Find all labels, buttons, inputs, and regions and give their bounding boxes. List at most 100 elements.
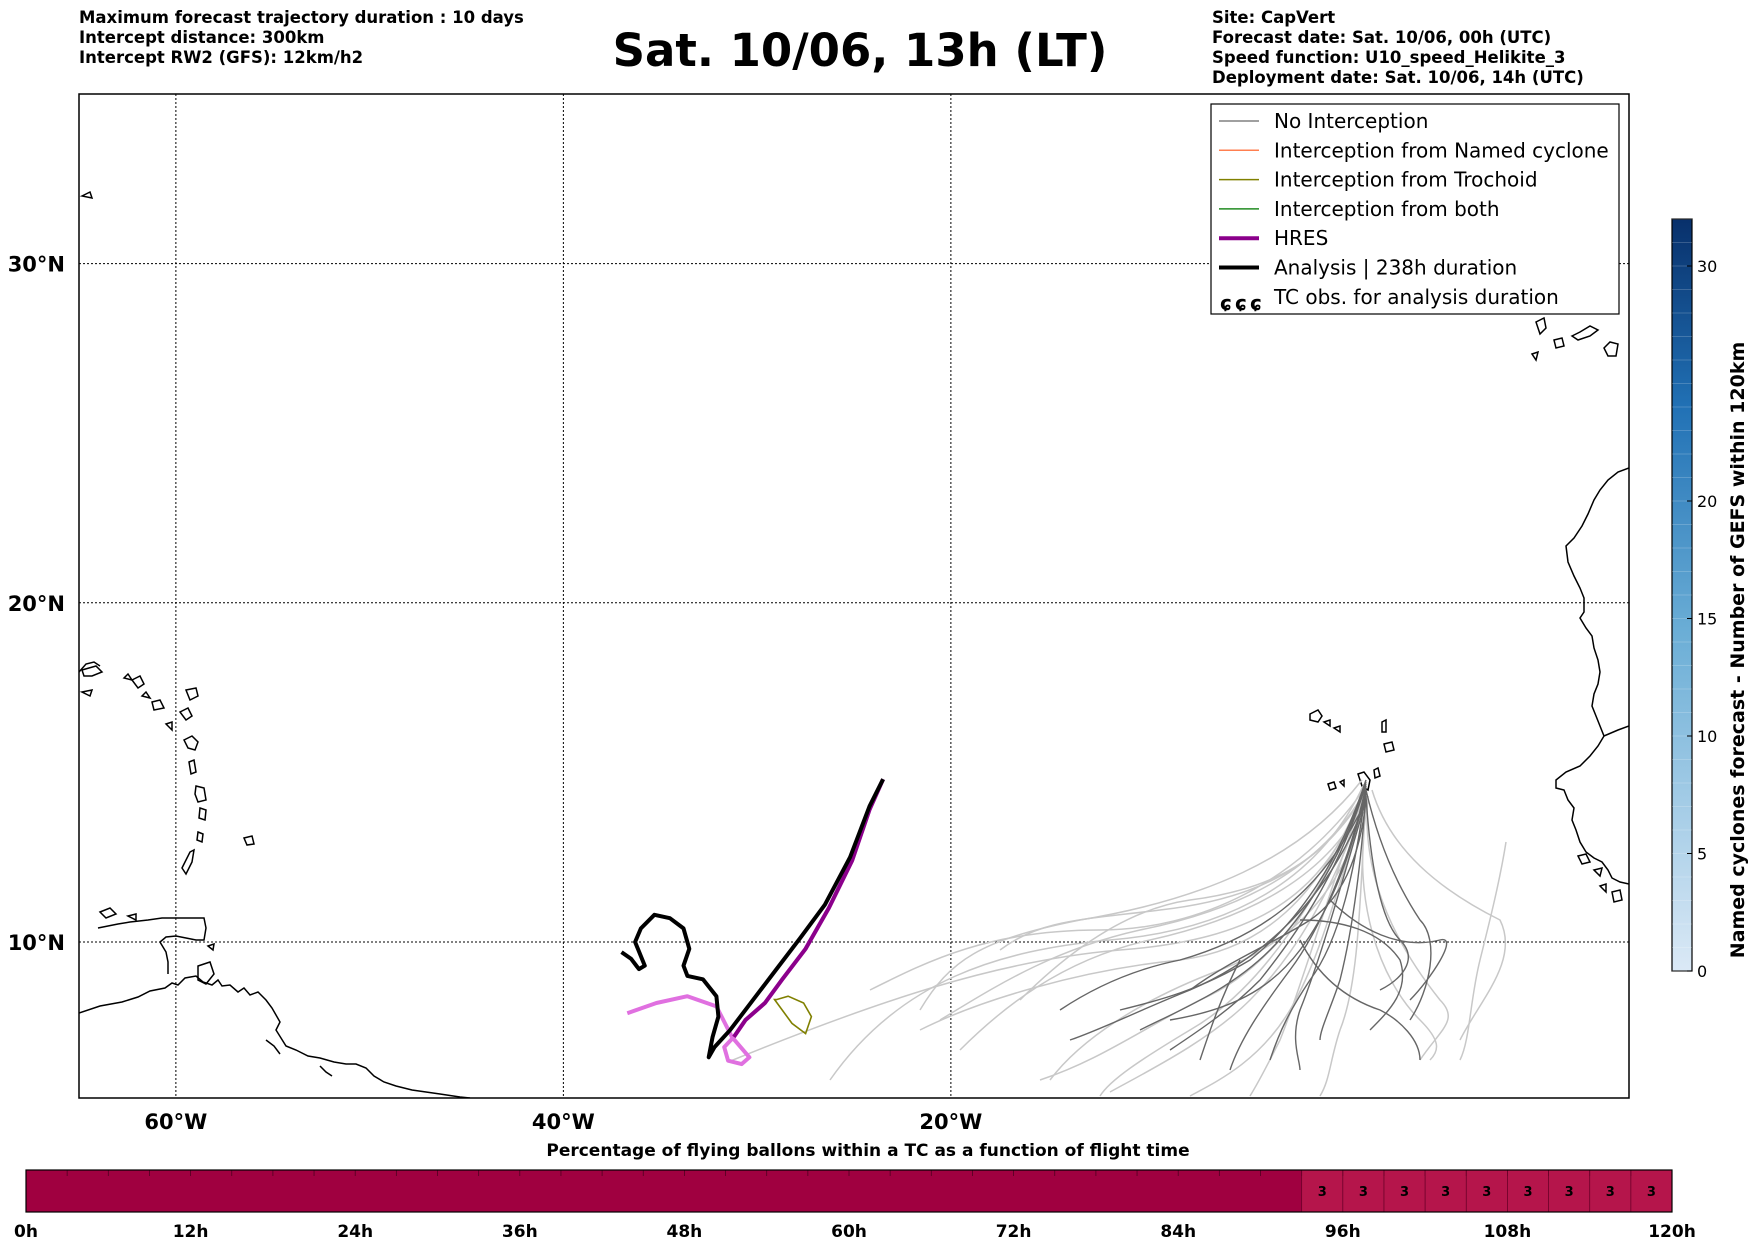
legend-label: HRES [1274, 226, 1328, 250]
flight-time-bar-cell-value: 3 [1318, 1185, 1327, 1200]
tc-symbol-icon: ɕ [1220, 291, 1232, 315]
coast-barbuda [184, 687, 199, 702]
flight-time-bar-highlight [1301, 1170, 1672, 1212]
dark-trajectory [1069, 799, 1367, 1041]
map-axis-ticks: 60°W 40°W 20°W 10°N 20°N 30°N [8, 253, 983, 1134]
legend-label: Interception from Named cyclone [1274, 138, 1609, 162]
coast-south-america [79, 975, 471, 1098]
colorbar-tick-label: 15 [1697, 610, 1717, 629]
flight-time-tick-label: 24h [337, 1222, 373, 1241]
light-trajectory [919, 779, 1363, 1011]
coast-antigua [178, 706, 193, 722]
colorbar: 0 5 10 15 20 30 Named cyclones forecast - Numb… [1671, 218, 1749, 981]
coast-canary-2 [1553, 337, 1565, 349]
coast-cv-maio [1373, 766, 1381, 780]
flight-time-tick-label: 60h [831, 1222, 867, 1241]
flight-time-bar: Percentage of flying ballons within a TC… [14, 1141, 1696, 1241]
intercept-distance-text: Intercept distance: 300km [79, 28, 325, 47]
coast-virgin-is-2 [79, 689, 94, 698]
coast-africa [1555, 467, 1629, 885]
coast-florida-keys [79, 190, 94, 199]
legend: No Interception Interception from Named c… [1210, 103, 1620, 315]
coast-hispaniola-edge [79, 661, 101, 673]
header-left-info: Maximum forecast trajectory duration : 1… [79, 8, 524, 68]
flight-time-bar-frame [25, 1169, 1673, 1213]
light-trajectory [1319, 795, 1367, 1097]
deployment-date-text: Deployment date: Sat. 10/06, 14h (UTC) [1212, 68, 1584, 87]
lat-tick-label: 30°N [8, 253, 65, 277]
flight-time-tick-label: 84h [1160, 1222, 1196, 1241]
dark-trajectory [1119, 779, 1367, 1011]
light-trajectory [1109, 795, 1367, 1093]
lon-tick-label: 60°W [144, 1110, 207, 1134]
speed-function-text: Speed function: U10_speed_Helikite_3 [1212, 48, 1566, 67]
coast-virgin-is-3 [122, 672, 134, 682]
light-trajectory [1459, 841, 1507, 1061]
flight-time-bar-cell-value: 3 [1482, 1185, 1491, 1200]
flight-time-bar-cell-value: 3 [1441, 1185, 1450, 1200]
coast-cv-sal [1381, 718, 1387, 733]
map-grid [79, 94, 1629, 1098]
coast-canary-3 [1570, 325, 1600, 341]
colorbar-gradient [1671, 218, 1693, 972]
legend-label: Interception from both [1274, 197, 1500, 221]
dark-trajectory [1299, 919, 1404, 1031]
coast-st-lucia [198, 806, 207, 822]
legend-label: Interception from Trochoid [1274, 168, 1538, 192]
flight-time-bar-cell-value: 3 [1400, 1185, 1409, 1200]
coast-leeward-2 [151, 699, 166, 711]
flight-time-tick-label: 12h [173, 1222, 209, 1241]
coastlines [79, 190, 1629, 1098]
lon-tick-label: 40°W [532, 1110, 595, 1134]
coast-st-vincent [196, 830, 204, 844]
light-trajectory [1366, 795, 1450, 1061]
map-area [79, 190, 1629, 1098]
coast-dominica [188, 758, 197, 776]
coast-canary-5 [1530, 350, 1540, 362]
coast-virgin-is-1 [81, 665, 104, 677]
dark-trajectory [1319, 791, 1367, 1041]
colorbar-tick-label: 10 [1697, 727, 1717, 746]
max-duration-text: Maximum forecast trajectory duration : 1… [79, 8, 524, 27]
coast-cv-boa-vista [1383, 741, 1395, 753]
coast-leeward-3 [164, 720, 173, 732]
legend-label: No Interception [1274, 109, 1428, 133]
trochoid-trajectory [773, 995, 813, 1035]
page-title: Sat. 10/06, 13h (LT) [612, 24, 1108, 77]
dark-trajectory [1169, 783, 1367, 1051]
flight-time-bar-title: Percentage of flying ballons within a TC… [546, 1141, 1189, 1161]
flight-time-tick-label: 72h [996, 1222, 1032, 1241]
coast-cv-santo-antao [1309, 709, 1323, 723]
tc-symbol-icon: ɕ [1250, 291, 1262, 315]
dark-trajectory [1229, 785, 1367, 1071]
intercept-rw2-text: Intercept RW2 (GFS): 12km/h2 [79, 48, 364, 67]
coast-martinique [194, 785, 207, 803]
coast-cv-sao-vicente [1322, 718, 1341, 734]
dark-trajectory [1365, 789, 1432, 1021]
light-trajectory [959, 795, 1367, 1051]
coast-margarita [98, 907, 118, 919]
dark-trajectory [1329, 899, 1448, 1001]
coast-cv-fogo-brava [1327, 778, 1345, 791]
ensemble-dark-trajectories [1059, 779, 1448, 1071]
dark-trajectory [1299, 939, 1421, 1061]
flight-time-bar-cell-value: 3 [1565, 1185, 1574, 1200]
flight-time-tick-label: 108h [1484, 1222, 1532, 1241]
light-trajectory [869, 791, 1363, 991]
colorbar-tick-label: 5 [1697, 845, 1707, 864]
coast-tobago [206, 942, 215, 952]
lat-tick-label: 10°N [8, 931, 65, 955]
light-trajectory [727, 779, 1367, 1063]
flight-time-bar-cell-value: 3 [1606, 1185, 1615, 1200]
header-right-info: Site: CapVert Forecast date: Sat. 10/06,… [1212, 8, 1584, 88]
light-trajectory [829, 783, 1365, 1081]
legend-label: TC obs. for analysis duration [1273, 285, 1559, 309]
site-text: Site: CapVert [1212, 8, 1336, 27]
coast-leeward-1 [130, 674, 145, 690]
coast-guyana [265, 1039, 333, 1077]
dark-trajectory [1365, 795, 1409, 991]
dark-trajectory [1169, 789, 1367, 1021]
coast-bissau-islands [1576, 853, 1623, 903]
flight-time-tick-label: 120h [1648, 1222, 1696, 1241]
light-trajectory [1099, 791, 1365, 1097]
